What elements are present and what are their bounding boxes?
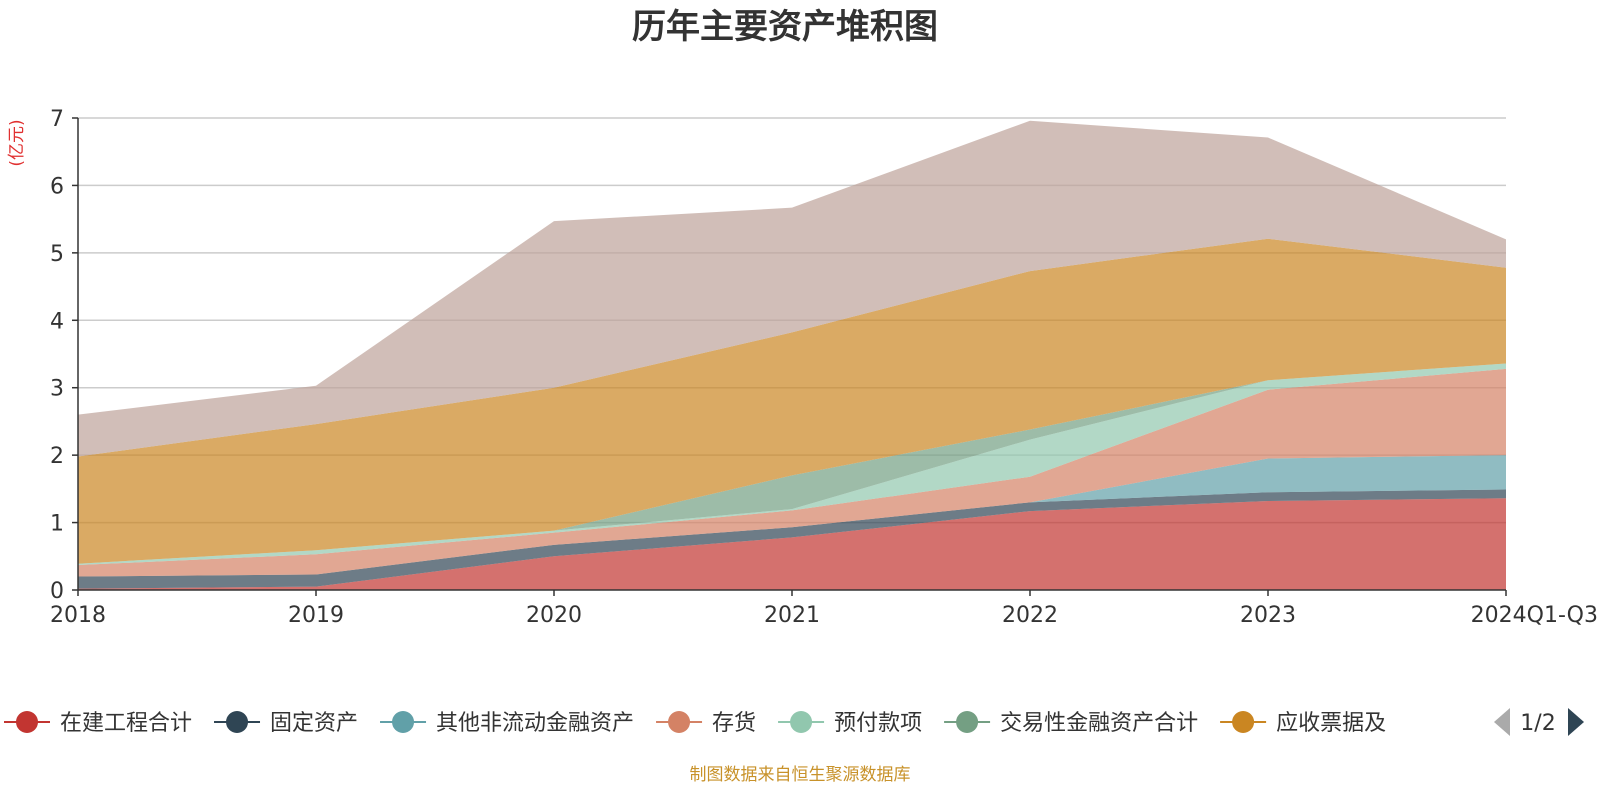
x-tick-label: 2018 [50, 603, 106, 628]
legend-label: 在建工程合计 [60, 711, 192, 736]
x-tick-label: 2024Q1-Q3 [1471, 603, 1598, 628]
pager-text: 1/2 [1520, 711, 1555, 736]
legend-marker-icon [956, 711, 979, 733]
y-tick-label: 4 [50, 309, 64, 334]
area-series-layer [78, 120, 1506, 590]
legend-item[interactable]: 应收票据及 [1220, 711, 1386, 736]
chart-title: 历年主要资产堆积图 [632, 7, 938, 47]
legend-marker-icon [16, 711, 38, 733]
y-axis-unit-label: (亿元) [7, 119, 27, 166]
legend-item[interactable]: 在建工程合计 [4, 711, 192, 736]
x-tick-label: 2019 [288, 603, 344, 628]
legend-pager: 1/2 [1494, 708, 1584, 736]
pager-prev-icon[interactable] [1494, 708, 1510, 736]
area-series [78, 238, 1506, 564]
area-series [78, 120, 1506, 457]
y-tick-label: 2 [50, 444, 64, 469]
y-tick-label: 7 [50, 107, 64, 132]
y-axis-ticks: 0 1 2 3 4 5 6 7 [50, 107, 78, 604]
legend-item[interactable]: 预付款项 [778, 711, 922, 736]
y-tick-label: 3 [50, 377, 64, 402]
legend-item[interactable]: 其他非流动金融资产 [380, 711, 634, 736]
y-tick-label: 6 [50, 174, 64, 199]
x-axis-ticks: 2018 2019 2020 2021 2022 2023 2024Q1-Q3 [50, 590, 1598, 628]
legend-label: 交易性金融资产合计 [1000, 711, 1198, 736]
area-series [78, 363, 1506, 566]
legend-label: 其他非流动金融资产 [436, 711, 634, 736]
legend[interactable]: 在建工程合计 固定资产 其他非流动金融资产 存货 预付款项 交易性金融资产合计 应收票据及 [4, 711, 1386, 736]
x-tick-label: 2022 [1002, 603, 1058, 628]
y-tick-label: 1 [50, 512, 64, 537]
legend-marker-icon [668, 711, 691, 733]
legend-marker-icon [392, 711, 415, 733]
legend-label: 预付款项 [834, 711, 922, 736]
area-series [78, 489, 1506, 589]
legend-item[interactable]: 存货 [656, 711, 756, 736]
area-series [78, 368, 1506, 577]
x-tick-label: 2020 [526, 603, 582, 628]
data-source-footer: 制图数据来自恒生聚源数据库 [690, 765, 911, 785]
y-tick-label: 0 [50, 579, 64, 604]
x-tick-label: 2021 [764, 603, 820, 628]
x-tick-label: 2023 [1240, 603, 1296, 628]
legend-marker-icon [226, 711, 249, 733]
legend-marker-icon [1232, 711, 1255, 733]
legend-item[interactable]: 交易性金融资产合计 [944, 711, 1198, 736]
legend-item[interactable]: 固定资产 [214, 711, 358, 736]
y-tick-label: 5 [50, 242, 64, 267]
pager-next-icon[interactable] [1568, 708, 1584, 736]
legend-marker-icon [790, 711, 813, 733]
legend-label: 存货 [712, 711, 756, 736]
area-series [78, 455, 1506, 577]
legend-label: 应收票据及 [1276, 711, 1386, 736]
area-series [78, 498, 1506, 590]
legend-label: 固定资产 [270, 711, 358, 736]
